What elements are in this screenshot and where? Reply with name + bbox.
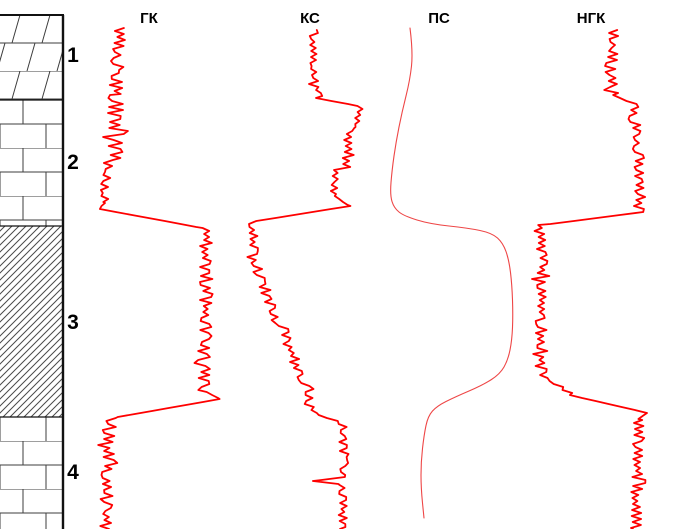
ngk-curve	[531, 29, 648, 529]
curve-track-labels: ГК КС ПС НГК	[140, 10, 606, 27]
ps-curve	[390, 27, 514, 519]
track-label-ngk: НГК	[577, 10, 606, 27]
zone-number-labels: 1 2 3 4	[67, 44, 79, 484]
track-label-ps: ПС	[428, 10, 450, 27]
lithology-zone-1	[0, 15, 63, 100]
gk-curve	[97, 27, 221, 529]
zone-number-1: 1	[67, 44, 79, 67]
zone-number-3: 3	[67, 311, 79, 334]
track-label-gk: ГК	[140, 10, 159, 27]
ks-curve	[246, 29, 364, 529]
track-label-ks: КС	[300, 10, 320, 27]
lithology-zone-2	[0, 100, 63, 226]
lithology-zone-3	[0, 226, 63, 417]
zone-number-4: 4	[67, 461, 79, 484]
zone-number-2: 2	[67, 151, 79, 174]
log-curves	[97, 27, 648, 529]
lithology-zone-4	[0, 417, 63, 529]
lithology-column	[0, 14, 65, 529]
